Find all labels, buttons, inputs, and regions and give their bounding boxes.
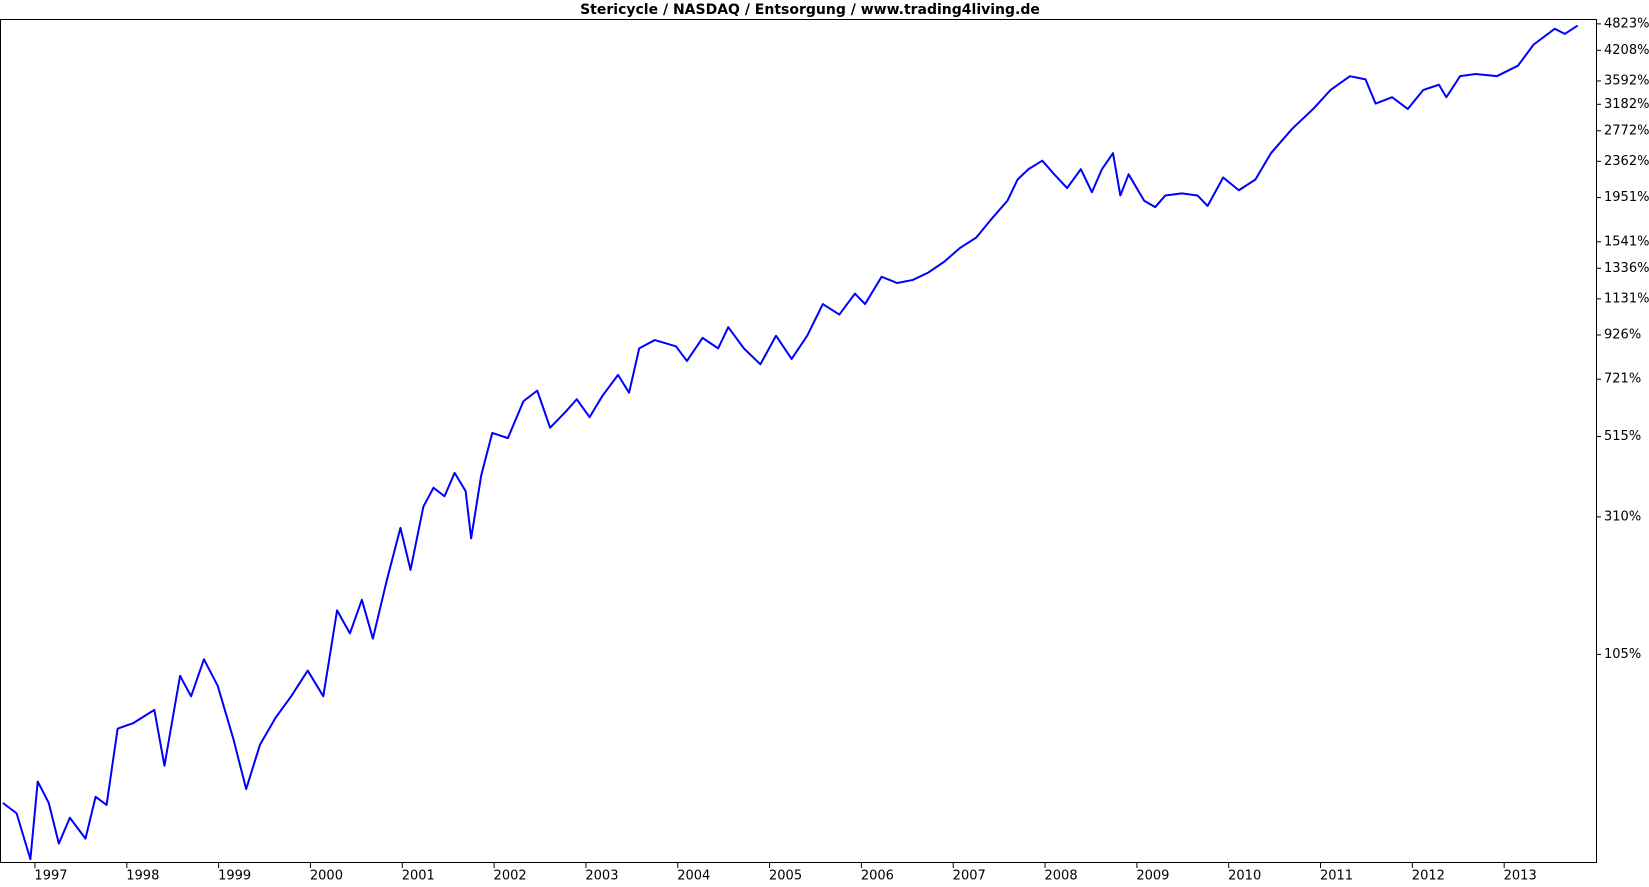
y-tick-label: 2362% [1604, 154, 1649, 169]
x-tick-label: 2013 [1504, 869, 1537, 884]
y-tick-label: 4823% [1604, 16, 1649, 31]
y-tick-label: 105% [1604, 647, 1641, 662]
y-tick-label: 721% [1604, 372, 1641, 387]
x-tick-label: 2011 [1320, 869, 1353, 884]
x-tick-label: 1999 [218, 869, 251, 884]
x-tick-label: 1998 [126, 869, 159, 884]
x-tick-label: 2006 [861, 869, 894, 884]
x-tick-label: 1997 [34, 869, 67, 884]
x-tick-label: 2012 [1412, 869, 1445, 884]
y-tick-label: 4208% [1604, 43, 1649, 58]
x-tick-label: 2007 [953, 869, 986, 884]
y-tick-label: 310% [1604, 509, 1641, 524]
y-tick-label: 2772% [1604, 123, 1649, 138]
chart-title: Stericycle / NASDAQ / Entsorgung / www.t… [580, 2, 1040, 18]
y-tick-label: 1131% [1604, 291, 1649, 306]
y-tick-label: 1951% [1604, 190, 1649, 205]
x-tick-label: 2001 [402, 869, 435, 884]
y-tick-label: 926% [1604, 327, 1641, 342]
x-tick-label: 2008 [1045, 869, 1078, 884]
y-tick-label: 515% [1604, 429, 1641, 444]
y-tick-label: 1541% [1604, 234, 1649, 249]
y-tick-label: 3182% [1604, 97, 1649, 112]
x-tick-label: 2004 [677, 869, 710, 884]
price-line [2, 24, 1579, 861]
x-tick-label: 2005 [769, 869, 802, 884]
x-tick-label: 2003 [585, 869, 618, 884]
x-tick-label: 2002 [494, 869, 527, 884]
y-tick-label: 1336% [1604, 261, 1649, 276]
x-tick-label: 2009 [1136, 869, 1169, 884]
y-tick-label: 3592% [1604, 73, 1649, 88]
plot-frame [0, 19, 1597, 863]
x-tick-label: 2010 [1228, 869, 1261, 884]
x-tick-label: 2000 [310, 869, 343, 884]
